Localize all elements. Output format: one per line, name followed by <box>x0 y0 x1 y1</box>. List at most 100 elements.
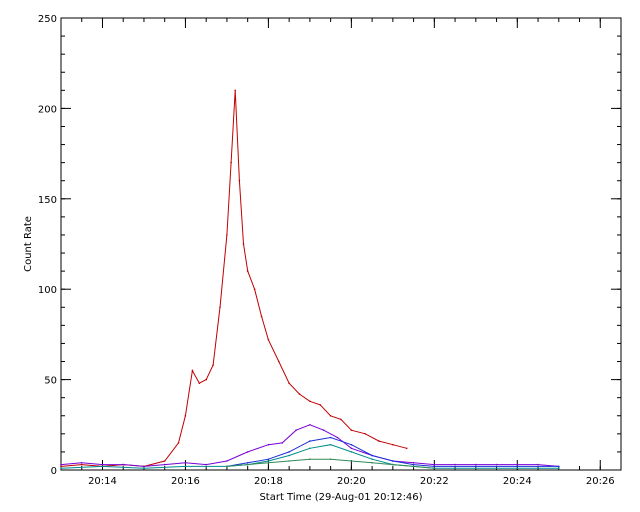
series-4-point <box>558 467 560 470</box>
series-2-point <box>309 424 311 426</box>
series-2-point <box>143 465 145 468</box>
series-2-point <box>281 442 284 444</box>
series-3-point <box>267 458 270 461</box>
x-tick-label: 20:18 <box>254 476 283 487</box>
series-1-point <box>405 447 408 450</box>
series-1-point <box>80 463 83 466</box>
series-3-point <box>329 436 332 439</box>
series-1-point <box>364 433 367 435</box>
y-tick-label: 100 <box>38 285 57 296</box>
series-2-point <box>537 463 539 466</box>
series-3-point <box>309 440 311 442</box>
series-1-point <box>392 443 394 446</box>
series-3-point <box>412 463 415 466</box>
series-5-point <box>412 465 415 468</box>
series-5-point <box>392 463 394 466</box>
x-tick-label: 20:22 <box>420 476 449 487</box>
series-3-point <box>516 465 519 468</box>
series-1-point <box>212 364 214 366</box>
series-1-point <box>205 378 207 381</box>
series-2-point <box>226 460 228 462</box>
series-2-point <box>101 463 104 466</box>
series-2-point <box>295 429 297 432</box>
series-2-point <box>267 443 270 446</box>
y-axis-ticks: 0 50 100 150 200 250 <box>38 14 621 477</box>
x-tick-label: 20:16 <box>171 476 200 487</box>
series-4-point <box>371 458 373 461</box>
series-3-point <box>558 465 560 468</box>
series-2-point <box>412 462 415 464</box>
x-tick-label: 20:20 <box>337 476 366 487</box>
y-tick-label: 150 <box>38 195 57 206</box>
series-4-point <box>60 467 62 470</box>
series-5-point <box>433 467 436 470</box>
series-1-point <box>191 369 194 372</box>
series-5-point <box>350 460 353 462</box>
series-1-point <box>230 161 232 164</box>
series-1-point <box>278 360 280 363</box>
series-2-point <box>454 463 456 466</box>
series-1-point <box>309 400 311 403</box>
series-5-point <box>267 462 270 464</box>
series-1-point <box>242 243 245 245</box>
series-3-point <box>433 465 436 468</box>
series-2-point <box>475 463 477 466</box>
series-1-point <box>60 465 62 468</box>
series-1-point <box>267 339 270 341</box>
series-5-point <box>329 458 332 461</box>
series-2-point <box>60 463 62 466</box>
series-3-point <box>371 454 373 457</box>
series-1-point <box>198 382 201 385</box>
series-2-point <box>184 462 187 464</box>
y-tick-label: 250 <box>38 14 57 25</box>
series-4-point <box>350 451 353 453</box>
series-4-point <box>143 467 145 470</box>
x-tick-label: 20:24 <box>503 476 532 487</box>
series-3-point <box>288 451 290 453</box>
series-1-point <box>340 418 342 421</box>
series-1-point <box>163 460 166 462</box>
series-line-1 <box>60 90 407 467</box>
series-1-point <box>298 393 301 395</box>
series-5-point <box>226 465 228 468</box>
series-1-point <box>329 415 332 417</box>
series-1-point <box>246 270 249 272</box>
series-4-point <box>475 467 477 470</box>
series-2-point <box>322 429 325 432</box>
series-2-point <box>205 463 207 466</box>
series-1-point <box>234 89 236 92</box>
series-3-point <box>246 462 249 464</box>
axes: 20:14 20:16 20:18 20:20 20:22 20:24 20:26 0 50 1… <box>38 14 622 487</box>
series-2-point <box>495 463 498 466</box>
series-3-point <box>392 460 394 462</box>
series-4-point <box>288 454 290 457</box>
series-line-2 <box>60 424 559 467</box>
series-1-point <box>177 442 180 444</box>
series-1-point <box>219 306 221 309</box>
series-2-point <box>122 463 124 466</box>
series-1-point <box>260 315 263 318</box>
series-5-point <box>246 463 249 466</box>
series-1-point <box>288 382 290 385</box>
y-axis-label: Count Rate <box>23 216 34 272</box>
y-tick-label: 0 <box>51 466 57 477</box>
series-1-point <box>319 404 322 406</box>
series-2-point <box>350 447 353 450</box>
x-tick-label: 20:26 <box>586 476 615 487</box>
series-2-point <box>433 463 436 466</box>
series-4-point <box>267 460 270 462</box>
series-2-point <box>516 463 519 466</box>
series-2-point <box>80 462 83 464</box>
series-2-point <box>246 451 249 453</box>
y-tick-label: 50 <box>44 376 57 387</box>
series-1-point <box>238 179 241 182</box>
plot-frame <box>60 17 622 471</box>
series-line-3 <box>226 436 559 467</box>
series-2-point <box>336 436 339 439</box>
series-5-point <box>288 460 290 462</box>
series-4-point <box>516 467 519 470</box>
series-5-point <box>371 462 373 464</box>
x-axis-ticks: 20:14 20:16 20:18 20:20 20:22 20:24 20:26 <box>60 18 622 487</box>
y-tick-label: 200 <box>38 104 57 115</box>
